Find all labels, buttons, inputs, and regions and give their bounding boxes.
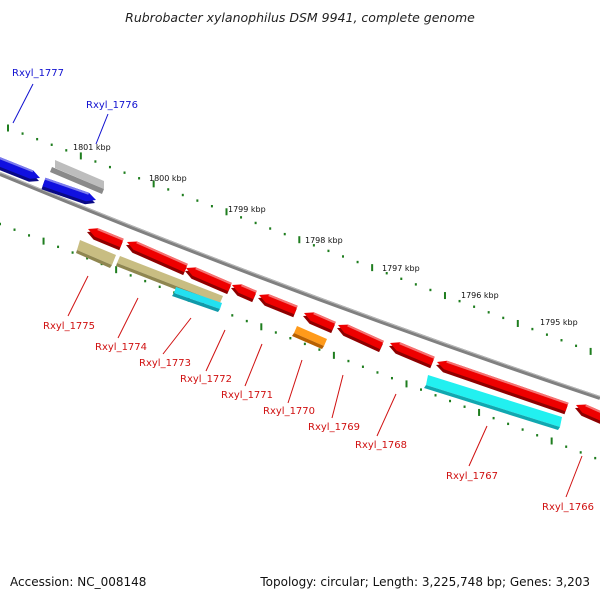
feature-blocks (50, 160, 562, 430)
gene-arrow-rxyl-1773 (185, 267, 232, 295)
gene-arrow-rxyl-1767 (436, 360, 569, 415)
backbone-highlight (0, 172, 600, 397)
gene-arrow-rxyl-1775 (87, 228, 124, 251)
feature-block-grey (50, 160, 104, 194)
gene-label: Rxyl_1771 (221, 390, 273, 401)
feature-block-cyan (172, 287, 562, 430)
scale-label: 1800 kbp (149, 174, 187, 183)
gene-label-leader (67, 275, 89, 317)
gene-arrow-rxyl-1776 (41, 177, 96, 205)
gene-label: Rxyl_1776 (86, 100, 138, 111)
gene-label-leader (162, 317, 192, 355)
feature-block-orange (292, 326, 327, 349)
gene-arrows (0, 157, 600, 424)
map-title: Rubrobacter xylanophilus DSM 9941, compl… (125, 10, 475, 25)
scale-label: 1799 kbp (228, 205, 266, 214)
gene-label-leader (205, 329, 226, 372)
scale-label: 1797 kbp (382, 264, 420, 273)
gene-label-leader (12, 83, 34, 124)
gene-arrow-rxyl-1774 (126, 241, 188, 276)
gene-label: Rxyl_1777 (12, 68, 64, 79)
gene-label: Rxyl_1770 (263, 406, 315, 417)
gene-label-leader (287, 359, 303, 404)
gene-label: Rxyl_1773 (139, 358, 191, 369)
scale-ticks-inner (0, 222, 597, 460)
scale-label: 1796 kbp (461, 291, 499, 300)
accession-text: Accession: NC_008148 (10, 575, 146, 589)
gene-arrow-rxyl-1766 (575, 404, 600, 424)
gene-label: Rxyl_1768 (355, 440, 407, 451)
gene-label-leader (468, 425, 488, 467)
scale-label: 1795 kbp (540, 318, 578, 327)
genome-summary-text: Topology: circular; Length: 3,225,748 bp… (259, 575, 590, 589)
gene-label: Rxyl_1774 (95, 342, 147, 353)
gene-arrow-rxyl-1772 (231, 284, 257, 303)
gene-label: Rxyl_1769 (308, 422, 360, 433)
scale-ticks-outer (7, 124, 592, 355)
scale-labels: 1801 kbp 1800 kbp 1799 kbp 1798 kbp 1797 kbp… (73, 143, 578, 327)
gene-label-leader (331, 374, 344, 419)
gene-label-leader (117, 297, 139, 339)
scale-label: 1801 kbp (73, 143, 111, 152)
gene-arrow-rxyl-1769 (337, 324, 384, 353)
gene-label: Rxyl_1775 (43, 321, 95, 332)
gene-label-leader (565, 455, 583, 498)
gene-label-leader (244, 343, 263, 387)
gene-label: Rxyl_1766 (542, 502, 594, 513)
gene-arrow-rxyl-1770 (303, 312, 336, 334)
gene-label-leader (376, 393, 397, 437)
gene-label: Rxyl_1767 (446, 471, 498, 482)
gene-label: Rxyl_1772 (180, 374, 232, 385)
gene-arrow-rxyl-1768 (389, 342, 435, 369)
gene-label-leader (95, 113, 109, 145)
scale-label: 1798 kbp (305, 236, 343, 245)
backbone-line (0, 172, 600, 400)
gene-arrow-rxyl-1777 (0, 157, 40, 182)
gene-arrow-rxyl-1771 (258, 294, 298, 318)
genome-backbone (0, 172, 600, 400)
